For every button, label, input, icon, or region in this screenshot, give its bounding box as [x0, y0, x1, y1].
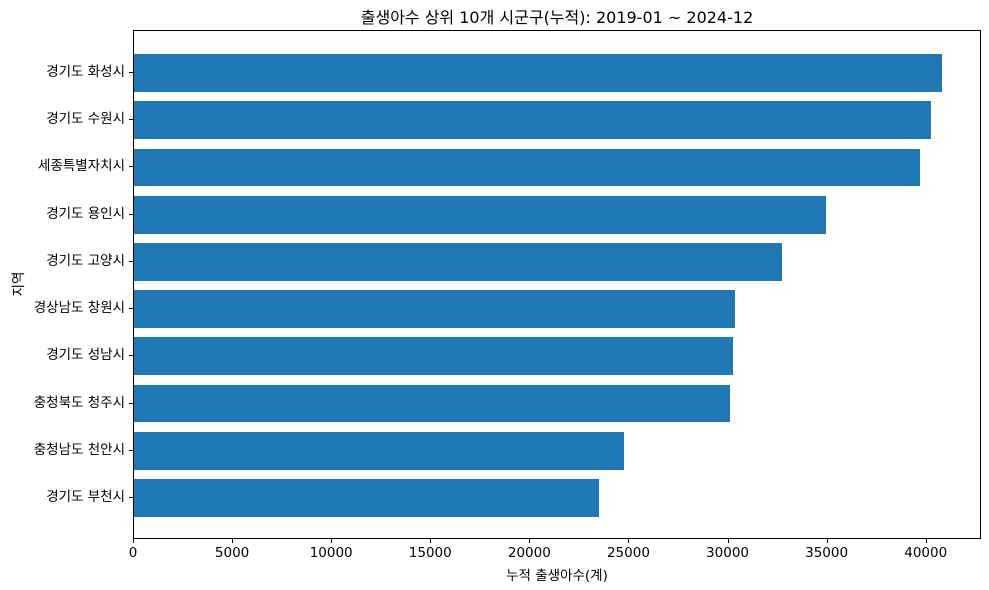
x-tick-label: 15000 [408, 545, 452, 561]
y-tick-mark [129, 355, 133, 357]
x-tick-label: 30000 [706, 545, 750, 561]
bar [134, 54, 942, 92]
y-tick-label: 경기도 부천시 [46, 488, 125, 505]
y-tick-label: 경기도 용인시 [46, 205, 125, 222]
x-tick-label: 35000 [805, 545, 849, 561]
x-tick-label: 25000 [606, 545, 650, 561]
x-tick-mark [133, 539, 134, 543]
y-tick-label: 경기도 고양시 [46, 252, 125, 269]
bar [134, 148, 920, 187]
x-tick-mark [430, 539, 432, 543]
y-tick-mark [129, 213, 133, 215]
y-tick-mark [129, 308, 133, 310]
y-axis-title: 지역 [11, 271, 27, 297]
bar [134, 290, 736, 328]
x-axis-title: 누적 출생아수(계) [506, 568, 608, 584]
y-tick-label: 경기도 성남시 [46, 347, 125, 364]
bar [134, 101, 931, 140]
bar [134, 195, 826, 234]
y-tick-label: 세종특별자치시 [38, 158, 125, 175]
x-tick-mark [925, 539, 927, 543]
y-tick-mark [129, 496, 133, 498]
x-tick-label: 40000 [904, 545, 948, 561]
y-tick-mark [129, 260, 133, 262]
x-tick-label: 20000 [507, 545, 551, 561]
x-tick-mark [628, 539, 630, 543]
bar [134, 337, 734, 376]
y-tick-label: 충청북도 청주시 [33, 394, 125, 411]
x-tick-mark [826, 539, 828, 543]
plot-area [133, 30, 981, 539]
x-tick-label: 0 [128, 545, 138, 561]
x-tick-mark [331, 539, 333, 543]
y-tick-mark [129, 166, 133, 168]
x-tick-mark [232, 539, 234, 543]
y-tick-label: 경상남도 창원시 [33, 300, 125, 317]
x-tick-label: 10000 [309, 545, 353, 561]
x-tick-mark [727, 539, 729, 543]
x-tick-mark [529, 539, 531, 543]
y-tick-label: 충청남도 천안시 [33, 441, 125, 458]
y-tick-mark [129, 402, 133, 404]
bar [134, 384, 730, 423]
bar [134, 479, 599, 517]
y-tick-label: 경기도 수원시 [46, 111, 125, 128]
y-tick-mark [129, 72, 133, 74]
x-tick-label: 5000 [214, 545, 250, 561]
bar [134, 431, 625, 470]
y-tick-mark [129, 449, 133, 451]
bar [134, 243, 783, 281]
chart-title: 출생아수 상위 10개 시군구(누적): 2019-01 ~ 2024-12 [360, 8, 754, 27]
y-tick-mark [129, 119, 133, 121]
y-tick-label: 경기도 화성시 [46, 64, 125, 81]
